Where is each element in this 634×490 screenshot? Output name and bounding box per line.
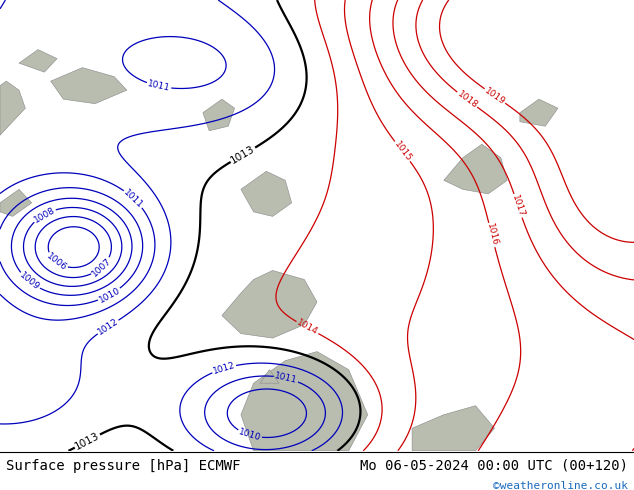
Text: 1016: 1016 bbox=[484, 223, 499, 247]
Text: 1009: 1009 bbox=[18, 270, 41, 292]
Text: 1006: 1006 bbox=[44, 251, 68, 273]
Text: 1019: 1019 bbox=[483, 86, 507, 106]
Text: 1014: 1014 bbox=[295, 318, 320, 337]
Text: 1011: 1011 bbox=[274, 371, 298, 385]
Text: ©weatheronline.co.uk: ©weatheronline.co.uk bbox=[493, 481, 628, 490]
Text: 1011: 1011 bbox=[122, 188, 145, 210]
Text: 1010: 1010 bbox=[237, 427, 262, 442]
Text: 1012: 1012 bbox=[96, 317, 120, 337]
Text: 1017: 1017 bbox=[510, 194, 526, 218]
Text: 1008: 1008 bbox=[32, 205, 56, 224]
Text: 1018: 1018 bbox=[455, 89, 479, 110]
Text: Surface pressure [hPa] ECMWF: Surface pressure [hPa] ECMWF bbox=[6, 459, 241, 473]
Text: 1010: 1010 bbox=[97, 286, 122, 304]
Text: 1011: 1011 bbox=[146, 79, 171, 93]
Text: 1012: 1012 bbox=[212, 361, 236, 376]
Text: 1015: 1015 bbox=[392, 140, 413, 163]
Text: Mo 06-05-2024 00:00 UTC (00+120): Mo 06-05-2024 00:00 UTC (00+120) bbox=[359, 459, 628, 473]
Text: 1013: 1013 bbox=[74, 431, 101, 452]
Text: 1007: 1007 bbox=[90, 256, 113, 278]
Text: 1013: 1013 bbox=[229, 144, 257, 166]
